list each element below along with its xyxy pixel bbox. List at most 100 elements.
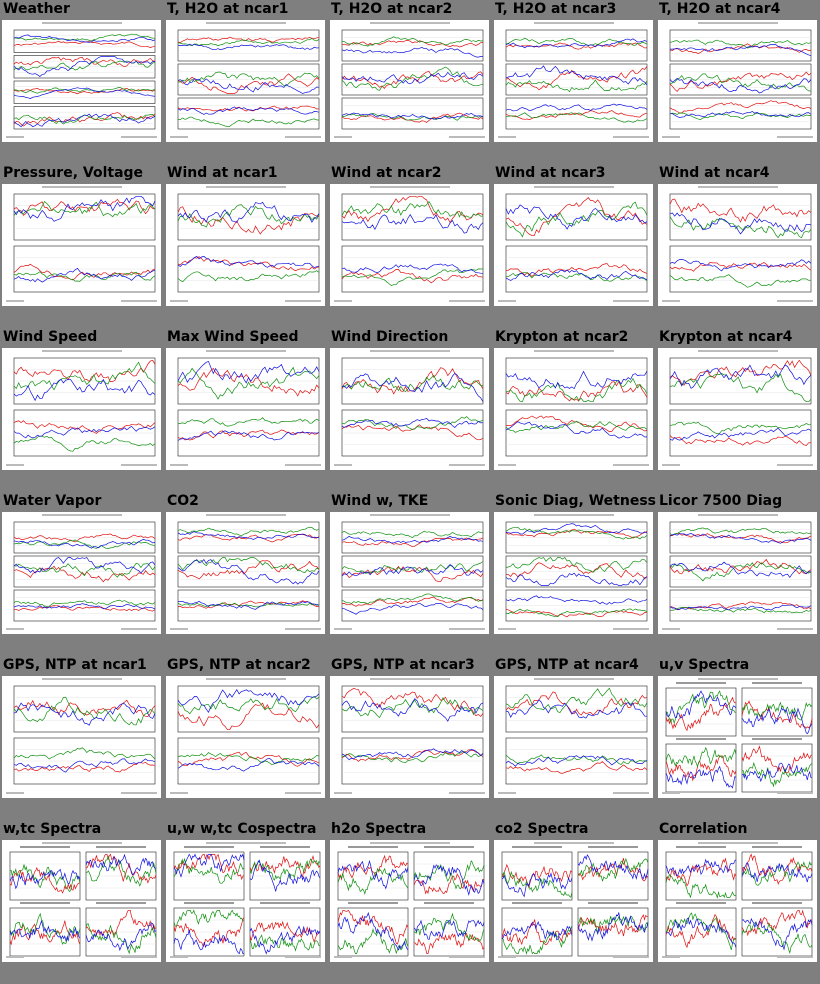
plot-title: T, H2O at ncar3: [495, 1, 617, 17]
plot-image: [6, 22, 157, 138]
plot-thumbnail[interactable]: [166, 184, 325, 306]
plot-thumbnail[interactable]: [330, 20, 489, 142]
plot-cell: u,v Spectra: [656, 656, 820, 820]
plot-thumbnail[interactable]: [166, 676, 325, 798]
plot-thumbnail[interactable]: [494, 676, 653, 798]
plot-thumbnail[interactable]: [494, 184, 653, 306]
plot-thumbnail[interactable]: [330, 676, 489, 798]
plot-title: T, H2O at ncar4: [659, 1, 781, 17]
plot-cell: Krypton at ncar4: [656, 328, 820, 492]
plot-cell: Wind Direction: [328, 328, 492, 492]
plot-image: [498, 678, 649, 794]
plot-cell: u,w w,tc Cospectra: [164, 820, 328, 984]
plot-thumbnail[interactable]: [2, 348, 161, 470]
plot-cell: Pressure, Voltage: [0, 164, 164, 328]
plot-image: [334, 678, 485, 794]
plot-title: Max Wind Speed: [167, 329, 299, 345]
plot-thumbnail[interactable]: [166, 20, 325, 142]
plot-image: [498, 350, 649, 466]
plot-cell: Weather: [0, 0, 164, 164]
plot-thumbnail[interactable]: [330, 348, 489, 470]
plot-image: [498, 22, 649, 138]
plot-cell: Max Wind Speed: [164, 328, 328, 492]
plot-thumbnail[interactable]: [166, 348, 325, 470]
plot-title: Licor 7500 Diag: [659, 493, 783, 509]
plot-title: u,v Spectra: [659, 657, 750, 673]
plot-image: [334, 514, 485, 630]
plot-cell: Wind Speed: [0, 328, 164, 492]
plot-thumbnail[interactable]: [166, 512, 325, 634]
plot-image: [170, 514, 321, 630]
plot-title: T, H2O at ncar2: [331, 1, 453, 17]
plot-thumbnail[interactable]: [2, 184, 161, 306]
plot-thumbnail[interactable]: [330, 512, 489, 634]
plot-image: [6, 842, 157, 958]
plot-thumbnail[interactable]: [2, 676, 161, 798]
plot-cell: Wind at ncar1: [164, 164, 328, 328]
plot-title: Wind w, TKE: [331, 493, 429, 509]
plot-cell: GPS, NTP at ncar2: [164, 656, 328, 820]
plot-thumbnail[interactable]: [330, 840, 489, 962]
plot-title: CO2: [167, 493, 199, 509]
plot-thumbnail[interactable]: [166, 840, 325, 962]
plot-image: [334, 350, 485, 466]
plot-image: [170, 350, 321, 466]
plot-title: Pressure, Voltage: [3, 165, 144, 181]
plot-cell: GPS, NTP at ncar3: [328, 656, 492, 820]
plot-thumbnail[interactable]: [658, 184, 817, 306]
plot-image: [6, 350, 157, 466]
plot-cell: GPS, NTP at ncar1: [0, 656, 164, 820]
plot-thumbnail[interactable]: [658, 20, 817, 142]
plot-title: GPS, NTP at ncar1: [3, 657, 147, 673]
plot-title: Sonic Diag, Wetness: [495, 493, 656, 509]
plot-cell: GPS, NTP at ncar4: [492, 656, 656, 820]
plot-image: [170, 22, 321, 138]
plot-cell: Wind w, TKE: [328, 492, 492, 656]
plot-image: [170, 678, 321, 794]
plot-cell: co2 Spectra: [492, 820, 656, 984]
plot-image: [662, 842, 813, 958]
plot-cell: w,tc Spectra: [0, 820, 164, 984]
plot-cell: Sonic Diag, Wetness: [492, 492, 656, 656]
plot-image: [170, 186, 321, 302]
plot-thumbnail[interactable]: [658, 348, 817, 470]
plot-title: Krypton at ncar2: [495, 329, 629, 345]
plot-image: [334, 186, 485, 302]
plot-cell: CO2: [164, 492, 328, 656]
plot-title: Wind at ncar4: [659, 165, 770, 181]
plot-thumbnail[interactable]: [2, 20, 161, 142]
plot-thumbnail[interactable]: [658, 676, 817, 798]
plot-cell: h2o Spectra: [328, 820, 492, 984]
plot-thumbnail[interactable]: [658, 840, 817, 962]
plot-title: w,tc Spectra: [3, 821, 102, 837]
plot-thumbnail[interactable]: [658, 512, 817, 634]
plot-thumbnail[interactable]: [330, 184, 489, 306]
plot-image: [334, 842, 485, 958]
plot-thumbnail[interactable]: [494, 348, 653, 470]
plot-thumbnail[interactable]: [2, 512, 161, 634]
plot-cell: Wind at ncar4: [656, 164, 820, 328]
plot-cell: T, H2O at ncar1: [164, 0, 328, 164]
plot-thumbnail[interactable]: [494, 20, 653, 142]
plot-title: T, H2O at ncar1: [167, 1, 289, 17]
plot-thumbnail[interactable]: [494, 840, 653, 962]
plot-image: [6, 678, 157, 794]
plot-title: GPS, NTP at ncar2: [167, 657, 311, 673]
plot-cell: Wind at ncar3: [492, 164, 656, 328]
plot-image: [6, 186, 157, 302]
plot-cell: Water Vapor: [0, 492, 164, 656]
plot-image: [6, 514, 157, 630]
plot-title: u,w w,tc Cospectra: [167, 821, 317, 837]
plot-thumbnail[interactable]: [2, 840, 161, 962]
plot-image: [334, 22, 485, 138]
plot-cell: Correlation: [656, 820, 820, 984]
plot-image: [662, 350, 813, 466]
plot-title: GPS, NTP at ncar3: [331, 657, 475, 673]
plot-title: Water Vapor: [3, 493, 102, 509]
plot-title: h2o Spectra: [331, 821, 427, 837]
plot-title: GPS, NTP at ncar4: [495, 657, 639, 673]
plot-thumbnail[interactable]: [494, 512, 653, 634]
plot-title: Correlation: [659, 821, 748, 837]
plot-image: [498, 186, 649, 302]
plot-image: [498, 514, 649, 630]
